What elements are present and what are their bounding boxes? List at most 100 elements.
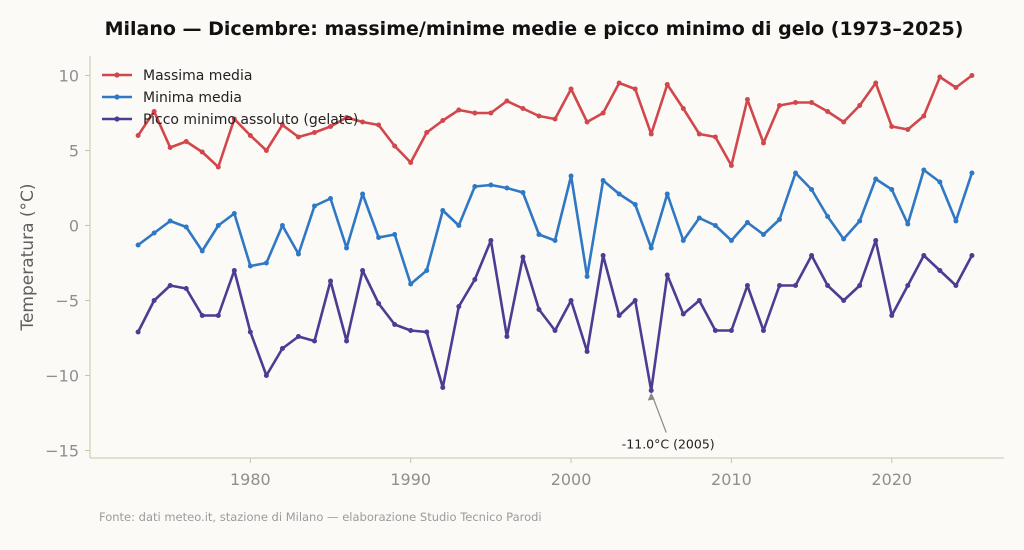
data-point <box>712 328 718 333</box>
data-point <box>295 334 301 339</box>
data-point <box>311 338 317 344</box>
data-point <box>328 278 334 284</box>
y-tick-label: 5 <box>69 142 79 161</box>
data-point <box>921 253 927 258</box>
data-point <box>841 119 847 125</box>
data-point <box>279 223 285 228</box>
data-point <box>857 218 863 224</box>
data-point <box>424 130 430 135</box>
data-point <box>921 113 927 119</box>
data-point <box>199 149 205 155</box>
data-point <box>953 85 959 90</box>
data-point <box>552 116 558 122</box>
data-point <box>969 170 975 176</box>
data-point <box>793 170 799 176</box>
data-point <box>937 179 943 185</box>
data-point <box>456 223 462 228</box>
data-point <box>472 110 478 116</box>
legend-entry: Minima media <box>102 90 242 106</box>
data-point <box>873 176 879 182</box>
data-point <box>600 110 606 116</box>
data-point <box>744 220 750 225</box>
data-point <box>520 106 526 111</box>
data-point <box>809 253 815 258</box>
data-point <box>151 109 157 114</box>
data-point <box>728 238 734 243</box>
data-point <box>905 221 911 227</box>
data-point <box>712 134 718 140</box>
data-point <box>873 238 879 243</box>
data-point <box>616 313 622 318</box>
data-point <box>584 119 590 125</box>
data-point <box>247 133 253 138</box>
source-note: Fonte: dati meteo.it, stazione di Milano… <box>99 510 542 524</box>
data-point <box>921 167 927 173</box>
data-point <box>568 173 574 179</box>
data-point <box>488 238 494 243</box>
data-point <box>873 80 879 86</box>
data-point <box>520 254 526 260</box>
data-point <box>263 260 269 266</box>
data-point <box>360 119 366 125</box>
data-point <box>744 283 750 288</box>
data-point <box>135 133 141 138</box>
data-point <box>151 298 157 303</box>
data-point <box>376 235 382 240</box>
data-point <box>728 328 734 333</box>
data-point <box>905 283 911 288</box>
data-point <box>488 182 494 188</box>
data-point <box>344 338 350 344</box>
data-point <box>472 277 478 282</box>
legend-label: Minima media <box>143 90 242 106</box>
legend-entry: Massima media <box>102 68 252 84</box>
data-point <box>135 329 141 335</box>
data-point <box>809 100 815 105</box>
data-point <box>616 191 622 197</box>
data-point <box>376 301 382 306</box>
annotation-arrow <box>651 395 667 433</box>
legend-marker <box>114 94 120 100</box>
y-axis-ticks: −15 −10 −5 0 5 10 <box>45 67 90 461</box>
data-point <box>536 113 542 119</box>
data-point <box>360 268 366 273</box>
data-point <box>167 218 173 224</box>
data-point <box>392 322 398 327</box>
data-point <box>809 187 815 192</box>
data-point <box>215 223 221 228</box>
data-point <box>825 214 831 219</box>
data-point <box>311 203 317 209</box>
data-point <box>360 191 366 197</box>
data-point <box>568 298 574 303</box>
data-point <box>744 97 750 102</box>
data-point <box>712 223 718 228</box>
data-point <box>600 253 606 258</box>
data-point <box>953 218 959 224</box>
legend: Massima media Minima media Picco minimo as… <box>102 68 358 128</box>
data-point <box>632 202 638 207</box>
data-point <box>295 251 301 257</box>
data-point <box>648 131 654 137</box>
data-point <box>392 143 398 149</box>
data-point <box>247 329 253 335</box>
data-point <box>696 131 702 137</box>
data-point <box>247 263 253 269</box>
data-point <box>889 124 895 129</box>
data-point <box>841 236 847 242</box>
y-tick-label: −15 <box>45 442 79 461</box>
data-point <box>632 86 638 92</box>
data-point <box>552 238 558 243</box>
data-point <box>760 232 766 237</box>
data-point <box>793 100 799 105</box>
data-point <box>279 346 285 351</box>
data-point <box>937 268 943 273</box>
x-tick-label: 2000 <box>551 470 592 489</box>
data-point <box>664 82 670 87</box>
data-point <box>215 164 221 170</box>
data-point <box>295 134 301 140</box>
data-point <box>231 268 237 273</box>
data-point <box>408 160 414 165</box>
data-point <box>680 238 686 243</box>
data-point <box>632 298 638 303</box>
series-1 <box>135 73 975 170</box>
